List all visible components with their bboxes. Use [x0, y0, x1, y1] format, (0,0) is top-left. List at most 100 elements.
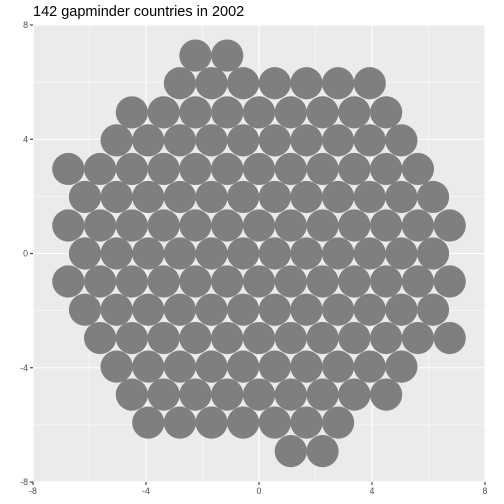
- data-circle: [52, 152, 85, 186]
- data-circle: [258, 237, 291, 270]
- data-circle: [179, 152, 212, 186]
- data-circle: [83, 209, 117, 242]
- data-circle: [290, 406, 323, 439]
- data-circle: [68, 293, 102, 326]
- data-circle: [385, 180, 418, 214]
- y-tick-label: -4: [20, 363, 28, 373]
- data-circle: [227, 293, 260, 326]
- data-circle: [338, 96, 371, 129]
- data-circle: [83, 265, 117, 298]
- x-tick-label: 4: [370, 486, 375, 496]
- data-circle: [401, 321, 435, 355]
- data-circle: [258, 67, 291, 100]
- data-circle: [115, 378, 148, 411]
- data-circle: [401, 152, 435, 186]
- data-circle: [290, 124, 323, 157]
- data-circle: [227, 124, 260, 157]
- data-circle: [115, 265, 148, 298]
- data-circle: [52, 265, 85, 298]
- data-circle: [163, 350, 197, 383]
- data-circle: [100, 180, 133, 214]
- data-circle: [195, 237, 228, 270]
- data-circle: [385, 124, 418, 157]
- data-circle: [195, 293, 228, 326]
- x-tick-label: 8: [483, 486, 488, 496]
- data-circle: [353, 124, 386, 157]
- data-circle: [179, 265, 212, 298]
- data-circle: [274, 209, 307, 242]
- data-circle: [211, 209, 244, 242]
- y-tick-label: -8: [20, 477, 28, 487]
- data-circle: [115, 321, 148, 355]
- data-circle: [274, 265, 307, 298]
- data-circle: [163, 180, 197, 214]
- data-circle: [242, 96, 276, 129]
- data-circle: [416, 180, 450, 214]
- data-circle: [401, 265, 435, 298]
- data-circle: [433, 209, 466, 242]
- data-circle: [306, 265, 339, 298]
- data-circle: [227, 350, 260, 383]
- data-circle: [370, 96, 403, 129]
- data-circle: [132, 293, 165, 326]
- data-circle: [338, 321, 371, 355]
- data-circle: [321, 180, 355, 214]
- data-circle: [353, 180, 386, 214]
- data-circle: [179, 321, 212, 355]
- data-circle: [195, 67, 228, 100]
- chart-title: 142 gapminder countries in 2002: [33, 4, 244, 20]
- data-circle: [338, 152, 371, 186]
- data-circle: [211, 39, 244, 72]
- data-circle: [195, 124, 228, 157]
- data-circle: [163, 237, 197, 270]
- y-tick-label: 8: [23, 20, 28, 30]
- data-circle: [401, 209, 435, 242]
- data-circle: [370, 265, 403, 298]
- data-circle: [242, 265, 276, 298]
- data-circle: [242, 152, 276, 186]
- data-circle: [433, 321, 466, 355]
- data-circle: [433, 265, 466, 298]
- x-tick-label: 0: [257, 486, 262, 496]
- data-circle: [321, 67, 355, 100]
- data-circle: [100, 350, 133, 383]
- data-circle: [290, 237, 323, 270]
- data-circle: [163, 67, 197, 100]
- data-circle: [274, 378, 307, 411]
- data-circle: [274, 96, 307, 129]
- data-circle: [83, 321, 117, 355]
- data-circle: [306, 209, 339, 242]
- data-circle: [370, 209, 403, 242]
- data-circle: [211, 265, 244, 298]
- data-circle: [258, 350, 291, 383]
- data-circle: [179, 96, 212, 129]
- data-circle: [227, 67, 260, 100]
- data-circle: [321, 406, 355, 439]
- data-circle: [115, 209, 148, 242]
- data-circle: [370, 152, 403, 186]
- data-circle: [147, 152, 180, 186]
- data-circle: [290, 293, 323, 326]
- data-circle: [416, 237, 450, 270]
- data-circle: [147, 265, 180, 298]
- data-circle: [132, 180, 165, 214]
- data-circle: [163, 293, 197, 326]
- data-circle: [147, 378, 180, 411]
- data-circle: [321, 293, 355, 326]
- data-circle: [163, 406, 197, 439]
- data-circle: [306, 152, 339, 186]
- data-circle: [258, 124, 291, 157]
- y-tick-label: 4: [23, 134, 28, 144]
- data-circle: [147, 209, 180, 242]
- data-circle: [132, 350, 165, 383]
- data-circle: [100, 293, 133, 326]
- data-circle: [132, 124, 165, 157]
- data-circle: [195, 406, 228, 439]
- data-circle: [370, 321, 403, 355]
- data-circle: [68, 180, 102, 214]
- data-circle: [115, 96, 148, 129]
- data-circle: [306, 96, 339, 129]
- data-circle: [338, 378, 371, 411]
- data-circles: [52, 39, 466, 468]
